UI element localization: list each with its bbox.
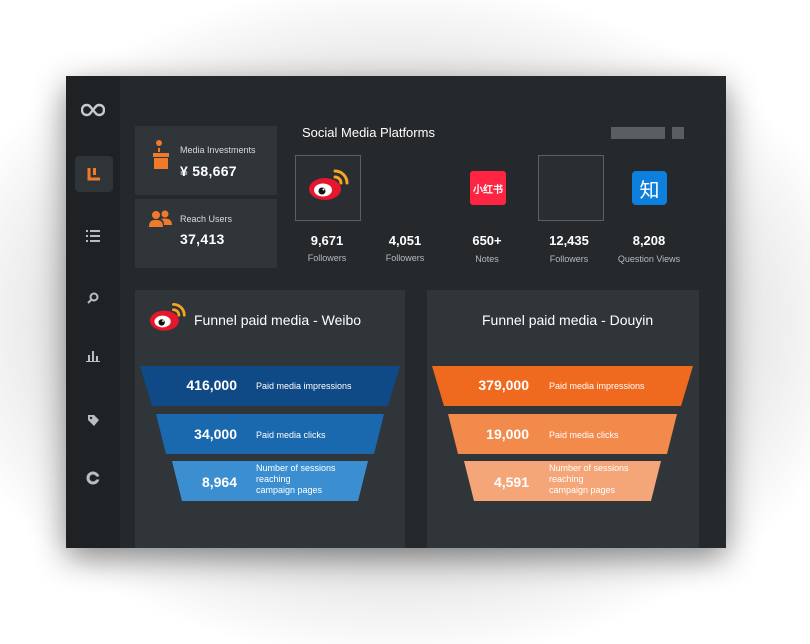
- douyin-stage-3-label-line-3: campaign pages: [549, 485, 616, 495]
- investments-label: Media Investments: [180, 145, 256, 155]
- douyin-stage-2-label: Paid media clicks: [549, 430, 619, 440]
- tag-icon[interactable]: [66, 412, 120, 428]
- douyin-stage-3-value: 4,591: [493, 474, 529, 490]
- xiaohongshu-notes-label: Notes: [475, 254, 499, 264]
- douyin-stage-3-label: Number of sessions reaching campaign pag…: [549, 463, 659, 496]
- dashboard-window: Media Investments ¥ 58,667 Reach Users 3…: [66, 76, 726, 548]
- weibo-icon: [149, 302, 186, 331]
- weibo-funnel-chart: [140, 366, 400, 501]
- weibo-funnel-title: Funnel paid media - Weibo: [194, 312, 362, 328]
- infinity-logo-icon[interactable]: [66, 100, 120, 120]
- users-icon: [149, 210, 172, 227]
- sidebar-item-dashboard[interactable]: [75, 156, 113, 192]
- weibo-followers-value: 9,671: [310, 233, 344, 248]
- douyin-followers-label: Followers: [549, 254, 589, 264]
- weibo-stage-2-bar: [156, 414, 384, 454]
- weibo-funnel-card: Funnel paid media - Weibo 416,000 Paid m…: [135, 290, 405, 548]
- header-placeholder-bar: [611, 127, 665, 139]
- xiaohongshu-notes-value: 650+: [472, 233, 502, 248]
- media-investments-card: Media Investments ¥ 58,667: [135, 126, 277, 195]
- douyin-stage-3-label-line-1: Number of sessions: [549, 463, 629, 473]
- platform2-followers-value: 4,051: [388, 233, 422, 248]
- platforms-title: Social Media Platforms: [302, 125, 435, 140]
- weibo-stage-3-label: Number of sessions reaching campaign pag…: [256, 463, 366, 496]
- zhihu-views-value: 8,208: [632, 233, 666, 248]
- weibo-stage-3-bar: [172, 461, 368, 501]
- weibo-stage-3-label-line-3: campaign pages: [256, 485, 323, 495]
- douyin-followers-value: 12,435: [549, 233, 589, 248]
- weibo-logo-box[interactable]: [295, 155, 361, 221]
- investment-box-icon: [153, 140, 169, 169]
- douyin-funnel-title: Funnel paid media - Douyin: [482, 312, 654, 328]
- zhihu-views-label: Question Views: [617, 254, 681, 264]
- reach-users-card: Reach Users 37,413: [135, 199, 277, 268]
- search-icon[interactable]: [66, 290, 120, 306]
- douyin-stage-1-value: 379,000: [478, 377, 529, 393]
- weibo-stage-1-label: Paid media impressions: [256, 381, 352, 391]
- dashboard-icon: [87, 168, 100, 181]
- header-placeholder-square[interactable]: [672, 127, 684, 139]
- bar-chart-icon[interactable]: [66, 348, 120, 364]
- weibo-stage-2-label: Paid media clicks: [256, 430, 326, 440]
- zhihu-logo[interactable]: 知: [632, 171, 667, 205]
- douyin-funnel-card: Funnel paid media - Douyin 379,000 Paid …: [427, 290, 699, 548]
- douyin-stage-3-bar: [464, 461, 661, 501]
- weibo-stage-3-label-line-2: reaching: [256, 474, 291, 484]
- sidebar: [66, 76, 120, 548]
- settings-icon[interactable]: [66, 470, 120, 486]
- douyin-logo-box[interactable]: [538, 155, 604, 221]
- weibo-stage-1-value: 416,000: [186, 377, 237, 393]
- investments-value: ¥ 58,667: [180, 163, 237, 179]
- weibo-stage-3-label-line-1: Number of sessions: [256, 463, 336, 473]
- douyin-stage-2-bar: [448, 414, 677, 454]
- xiaohongshu-logo[interactable]: 小红书: [470, 171, 506, 205]
- douyin-stage-3-label-line-2: reaching: [549, 474, 584, 484]
- weibo-stage-2-value: 34,000: [194, 426, 237, 442]
- douyin-funnel-chart: [432, 366, 693, 501]
- zhihu-logo-text: 知: [639, 177, 660, 202]
- platform2-followers-label: Followers: [385, 253, 425, 263]
- weibo-followers-label: Followers: [307, 253, 347, 263]
- douyin-stage-1-label: Paid media impressions: [549, 381, 645, 391]
- xiaohongshu-logo-text: 小红书: [473, 184, 503, 196]
- list-icon[interactable]: [66, 228, 120, 244]
- douyin-stage-1-bar: [432, 366, 693, 406]
- douyin-stage-2-value: 19,000: [486, 426, 529, 442]
- weibo-icon: [309, 169, 349, 200]
- weibo-stage-1-bar: [140, 366, 400, 406]
- weibo-stage-3-value: 8,964: [201, 474, 237, 490]
- reach-value: 37,413: [180, 231, 225, 247]
- reach-label: Reach Users: [180, 214, 233, 224]
